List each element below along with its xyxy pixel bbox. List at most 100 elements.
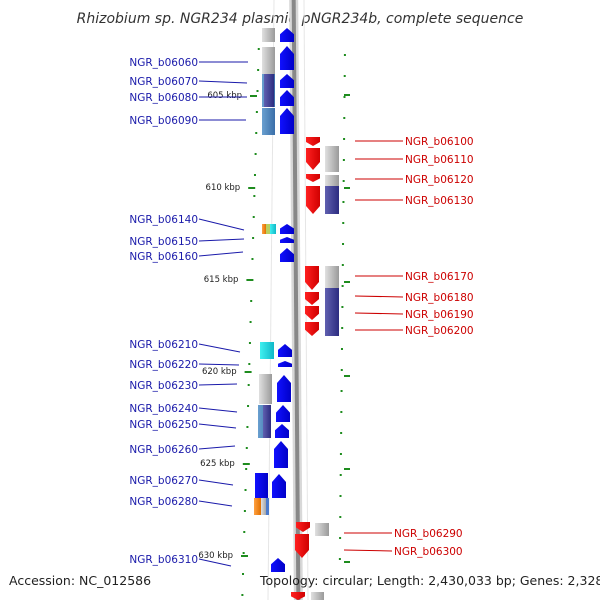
left-gene-leader: [198, 218, 245, 231]
left-gene-label: NGR_b06080: [129, 92, 198, 104]
minor-tick-left: [252, 237, 255, 239]
minor-tick-left: [257, 48, 260, 50]
left-gene-leader: [198, 423, 237, 429]
major-tick-right: [344, 94, 350, 96]
backbone-line: [291, 0, 301, 600]
annotation-box: [263, 405, 271, 438]
minor-tick-left: [255, 111, 258, 113]
annotation-box: [262, 224, 266, 234]
annotation-box: [262, 28, 275, 42]
right-gene-label: NGR_b06100: [405, 136, 474, 148]
minor-tick-right: [341, 264, 344, 266]
kbp-label: 620 kbp: [202, 367, 237, 377]
minor-tick-right: [342, 180, 345, 182]
annotation-box: [264, 74, 274, 107]
left-gene-label: NGR_b06060: [129, 57, 198, 69]
minor-tick-right: [343, 117, 346, 119]
minor-tick-left: [247, 405, 250, 407]
left-gene-leader: [198, 407, 238, 413]
annotation-box: [325, 266, 339, 288]
minor-tick-left: [241, 594, 244, 596]
major-tick-right: [344, 561, 350, 563]
minor-tick-left: [248, 363, 251, 365]
minor-tick-right: [343, 96, 346, 98]
minor-tick-right: [340, 348, 343, 350]
minor-tick-left: [245, 468, 248, 470]
minor-tick-right: [340, 390, 343, 392]
left-gene-leader: [198, 558, 232, 567]
map-ticks-layer: [241, 48, 350, 596]
minor-tick-left: [248, 342, 251, 344]
left-gene-leader: [198, 363, 240, 366]
accession-text: Accession: NC_012586: [9, 573, 152, 588]
minor-tick-right: [341, 306, 344, 308]
major-tick-right: [344, 375, 350, 377]
minor-tick-left: [250, 300, 253, 302]
minor-tick-left: [243, 510, 246, 512]
forward-gene-arrow: [306, 137, 320, 146]
map-labels-layer: 605 kbp 610 kbp 615 kbp 620 kbp 625 kbp 630 k…: [129, 57, 474, 567]
map-title: Rhizobium sp. NGR234 plasmid pNGR234b, c…: [77, 11, 524, 27]
minor-tick-right: [339, 495, 342, 497]
reverse-gene-arrow: [278, 344, 292, 357]
minor-tick-right: [340, 432, 343, 434]
minor-tick-left: [252, 216, 255, 218]
left-gene-label: NGR_b06090: [129, 115, 198, 127]
minor-tick-left: [256, 90, 259, 92]
minor-tick-right: [339, 516, 342, 518]
kbp-label: 630 kbp: [198, 551, 233, 561]
outer-guide: [303, 0, 309, 600]
forward-gene-arrow: [305, 306, 319, 320]
minor-tick-left: [253, 195, 256, 197]
reverse-gene-arrow: [280, 237, 294, 243]
kbp-tick: [241, 555, 248, 557]
annotation-box: [270, 224, 276, 234]
minor-tick-right: [340, 411, 343, 413]
kbp-label: 605 kbp: [207, 91, 242, 101]
minor-tick-right: [338, 558, 341, 560]
minor-tick-left: [257, 69, 260, 71]
annotation-box: [315, 523, 329, 536]
left-gene-label: NGR_b06250: [129, 419, 198, 431]
major-tick-right: [344, 468, 350, 470]
minor-tick-right: [343, 138, 346, 140]
minor-tick-right: [343, 75, 346, 77]
annotation-box: [262, 47, 275, 74]
kbp-label: 610 kbp: [206, 183, 241, 193]
reverse-gene-arrow: [280, 28, 294, 42]
kbp-tick: [242, 463, 250, 465]
forward-gene-arrow: [305, 266, 319, 290]
kbp-label: 615 kbp: [204, 275, 239, 285]
minor-tick-left: [242, 573, 245, 575]
minor-tick-left: [254, 153, 257, 155]
right-gene-label: NGR_b06110: [405, 154, 474, 166]
left-gene-label: NGR_b06210: [129, 339, 198, 351]
annotation-box: [325, 175, 339, 186]
minor-tick-right: [339, 474, 342, 476]
annotation-box: [325, 146, 339, 172]
annotation-box: [266, 498, 269, 515]
kbp-label: 625 kbp: [200, 459, 235, 469]
forward-gene-arrow: [306, 174, 320, 182]
minor-tick-right: [340, 369, 343, 371]
minor-tick-left: [242, 552, 245, 554]
right-gene-label: NGR_b06290: [394, 528, 463, 540]
minor-tick-left: [247, 384, 250, 386]
annotation-box: [266, 224, 270, 234]
reverse-gene-arrow: [280, 248, 294, 262]
annotation-box: [255, 473, 268, 498]
right-gene-label: NGR_b06180: [405, 292, 474, 304]
left-gene-leader: [198, 500, 233, 507]
left-gene-label: NGR_b06240: [129, 403, 198, 415]
reverse-gene-arrow: [275, 424, 289, 438]
map-genes-layer: [254, 28, 339, 600]
minor-tick-left: [245, 447, 248, 449]
right-gene-leader: [354, 295, 404, 298]
minor-tick-right: [339, 537, 342, 539]
annotation-box: [325, 288, 339, 336]
reverse-gene-arrow: [278, 361, 292, 367]
left-gene-label: NGR_b06270: [129, 475, 198, 487]
forward-gene-arrow: [305, 322, 319, 336]
reverse-gene-arrow: [271, 558, 285, 572]
kbp-tick: [246, 279, 254, 281]
